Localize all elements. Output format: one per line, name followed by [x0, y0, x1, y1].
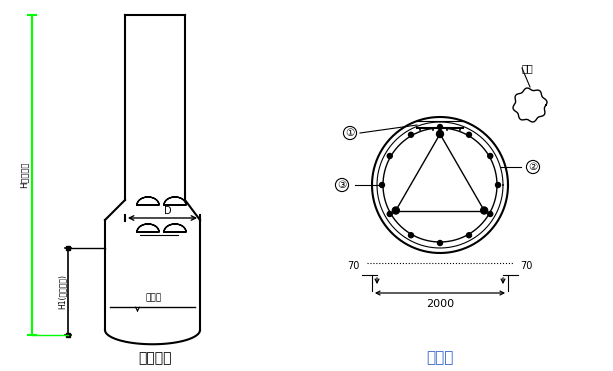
Text: ①: ① — [345, 128, 355, 138]
Circle shape — [466, 132, 471, 137]
Circle shape — [408, 233, 414, 238]
Text: ③: ③ — [337, 180, 346, 190]
Circle shape — [408, 132, 414, 137]
Circle shape — [466, 233, 471, 238]
Circle shape — [481, 207, 488, 214]
Text: H1(入岩深度): H1(入岩深度) — [58, 274, 66, 309]
Circle shape — [488, 154, 493, 158]
Circle shape — [438, 240, 443, 246]
Circle shape — [392, 207, 399, 214]
Circle shape — [379, 183, 384, 187]
Circle shape — [488, 211, 493, 217]
Text: H（桩长）: H（桩长） — [20, 162, 28, 188]
Circle shape — [387, 211, 392, 217]
Text: 2000: 2000 — [426, 299, 454, 309]
Text: 70: 70 — [520, 261, 532, 271]
Circle shape — [438, 125, 443, 129]
Text: 桩截面: 桩截面 — [426, 351, 454, 365]
Text: D: D — [164, 206, 171, 216]
Circle shape — [495, 183, 500, 187]
Text: 焊接: 焊接 — [522, 63, 534, 73]
Text: ②: ② — [528, 162, 538, 172]
Text: 桩身大样: 桩身大样 — [139, 351, 172, 365]
Circle shape — [387, 154, 392, 158]
Text: 持力层: 持力层 — [145, 293, 162, 302]
Circle shape — [436, 131, 443, 138]
Text: 70: 70 — [348, 261, 360, 271]
